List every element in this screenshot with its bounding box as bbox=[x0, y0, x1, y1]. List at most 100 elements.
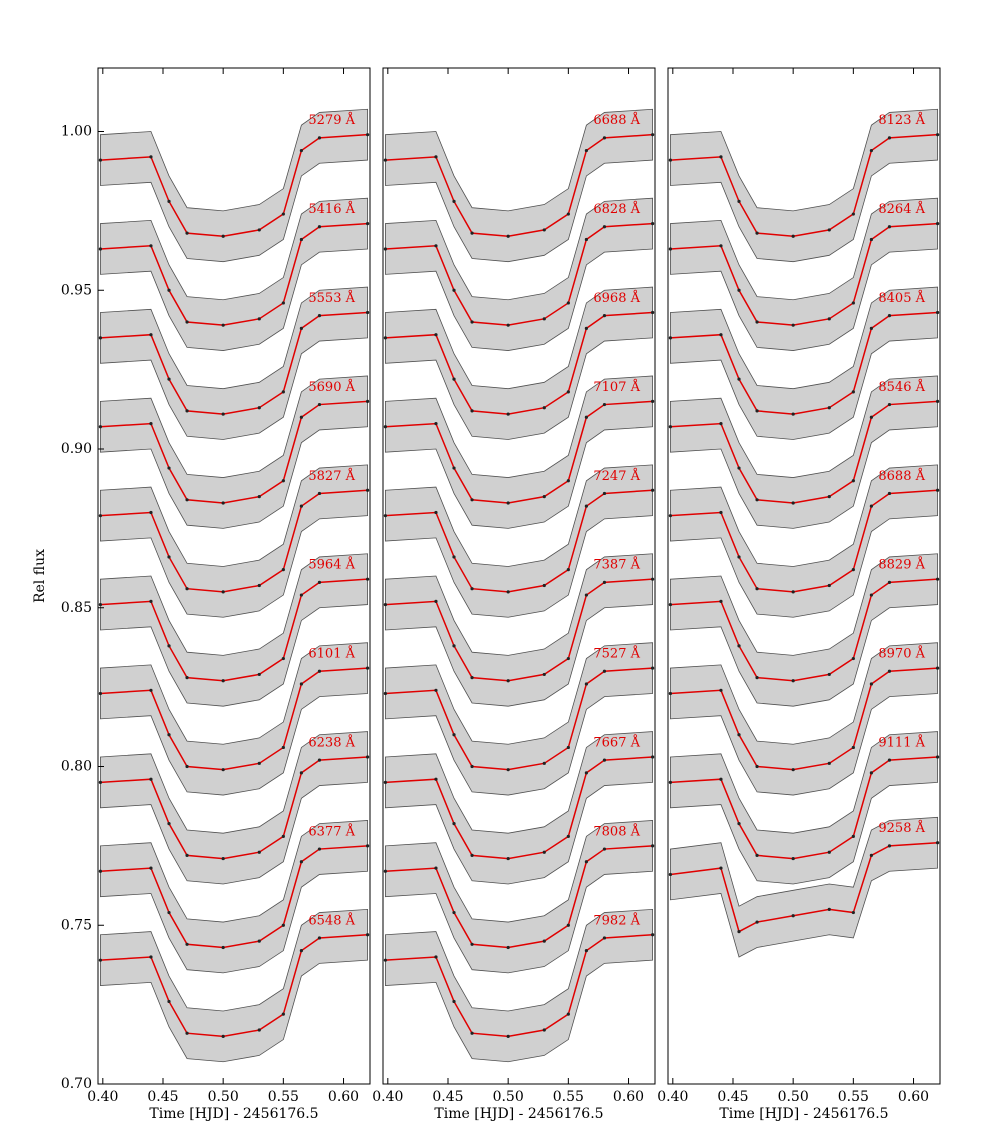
data-point bbox=[827, 317, 831, 321]
uncertainty-band bbox=[100, 820, 368, 974]
data-point bbox=[542, 228, 546, 232]
data-point bbox=[257, 850, 261, 854]
uncertainty-band bbox=[385, 908, 653, 1063]
data-point bbox=[650, 133, 655, 137]
data-point bbox=[827, 406, 831, 410]
data-point bbox=[755, 853, 759, 858]
series-label: 6377 Å bbox=[308, 823, 355, 839]
data-point bbox=[542, 1028, 546, 1032]
data-point bbox=[98, 780, 103, 784]
data-point bbox=[257, 761, 261, 765]
data-point bbox=[452, 644, 456, 648]
series-label: 5827 Å bbox=[308, 468, 355, 484]
data-point bbox=[299, 148, 303, 153]
data-point bbox=[167, 644, 171, 648]
data-point bbox=[584, 593, 588, 597]
data-point bbox=[827, 672, 831, 677]
data-point bbox=[281, 390, 285, 394]
data-point bbox=[365, 666, 370, 670]
data-point bbox=[149, 422, 153, 426]
y-tick-label: 0.95 bbox=[61, 282, 92, 298]
series-label: 5964 Å bbox=[308, 557, 355, 573]
data-point bbox=[167, 466, 171, 470]
data-point bbox=[506, 856, 510, 861]
uncertainty-band bbox=[385, 820, 653, 974]
data-point bbox=[221, 501, 225, 505]
y-tick-label: 0.75 bbox=[61, 917, 92, 933]
data-point bbox=[869, 148, 873, 153]
uncertainty-band bbox=[100, 197, 368, 351]
data-point bbox=[299, 415, 303, 419]
data-point bbox=[167, 288, 171, 292]
data-point bbox=[167, 910, 171, 915]
data-point bbox=[755, 231, 759, 235]
data-point bbox=[887, 225, 892, 229]
data-point bbox=[566, 923, 570, 927]
series-label: 5279 Å bbox=[308, 112, 355, 128]
series-label: 8970 Å bbox=[878, 646, 925, 662]
data-point bbox=[167, 999, 171, 1004]
data-point bbox=[434, 422, 438, 426]
model-line bbox=[385, 756, 653, 860]
data-point bbox=[668, 514, 673, 518]
series-label: 6968 Å bbox=[593, 290, 640, 306]
series-label: 6101 Å bbox=[308, 646, 355, 662]
data-point bbox=[299, 771, 303, 775]
data-point bbox=[935, 488, 940, 492]
data-point bbox=[566, 212, 570, 216]
uncertainty-band bbox=[385, 375, 653, 529]
data-point bbox=[935, 666, 940, 670]
data-point bbox=[719, 333, 723, 337]
series-label: 6238 Å bbox=[308, 734, 355, 750]
data-point bbox=[257, 583, 261, 588]
data-point bbox=[185, 942, 189, 946]
data-point bbox=[434, 333, 438, 337]
uncertainty-band bbox=[670, 553, 938, 707]
data-point bbox=[452, 910, 456, 915]
data-point bbox=[719, 155, 723, 159]
series-label: 8546 Å bbox=[878, 379, 925, 395]
data-point bbox=[851, 390, 855, 394]
data-point bbox=[668, 247, 673, 251]
data-point bbox=[935, 841, 940, 845]
data-point bbox=[434, 955, 438, 959]
data-point bbox=[851, 479, 855, 483]
data-point bbox=[542, 850, 546, 854]
data-point bbox=[98, 514, 103, 518]
model-line bbox=[385, 400, 653, 504]
data-point bbox=[566, 301, 570, 305]
data-point bbox=[317, 669, 322, 673]
data-point bbox=[434, 777, 438, 781]
series-label: 6548 Å bbox=[308, 912, 355, 928]
model-line bbox=[385, 489, 653, 593]
x-tick-label: 0.45 bbox=[147, 1089, 178, 1105]
data-point bbox=[791, 914, 795, 918]
uncertainty-band bbox=[385, 553, 653, 707]
data-point bbox=[755, 320, 759, 324]
data-point bbox=[869, 237, 873, 242]
data-point bbox=[566, 745, 570, 750]
data-point bbox=[383, 514, 388, 518]
data-point bbox=[650, 488, 655, 492]
data-point bbox=[221, 679, 225, 683]
data-point bbox=[506, 679, 510, 683]
data-point bbox=[791, 590, 795, 594]
data-point bbox=[98, 691, 103, 696]
y-tick-label: 0.70 bbox=[61, 1076, 92, 1092]
data-point bbox=[149, 333, 153, 337]
data-point bbox=[827, 761, 831, 765]
model-line bbox=[670, 311, 938, 415]
data-point bbox=[221, 590, 225, 594]
data-point bbox=[365, 755, 370, 759]
data-point bbox=[566, 390, 570, 394]
uncertainty-band bbox=[385, 286, 653, 440]
data-point bbox=[755, 498, 759, 502]
x-tick-label: 0.55 bbox=[838, 1089, 869, 1105]
data-point bbox=[299, 682, 303, 686]
data-point bbox=[434, 599, 438, 604]
data-point bbox=[542, 672, 546, 677]
data-point bbox=[668, 602, 673, 607]
data-point bbox=[149, 777, 153, 781]
plot-frame bbox=[667, 67, 941, 1085]
